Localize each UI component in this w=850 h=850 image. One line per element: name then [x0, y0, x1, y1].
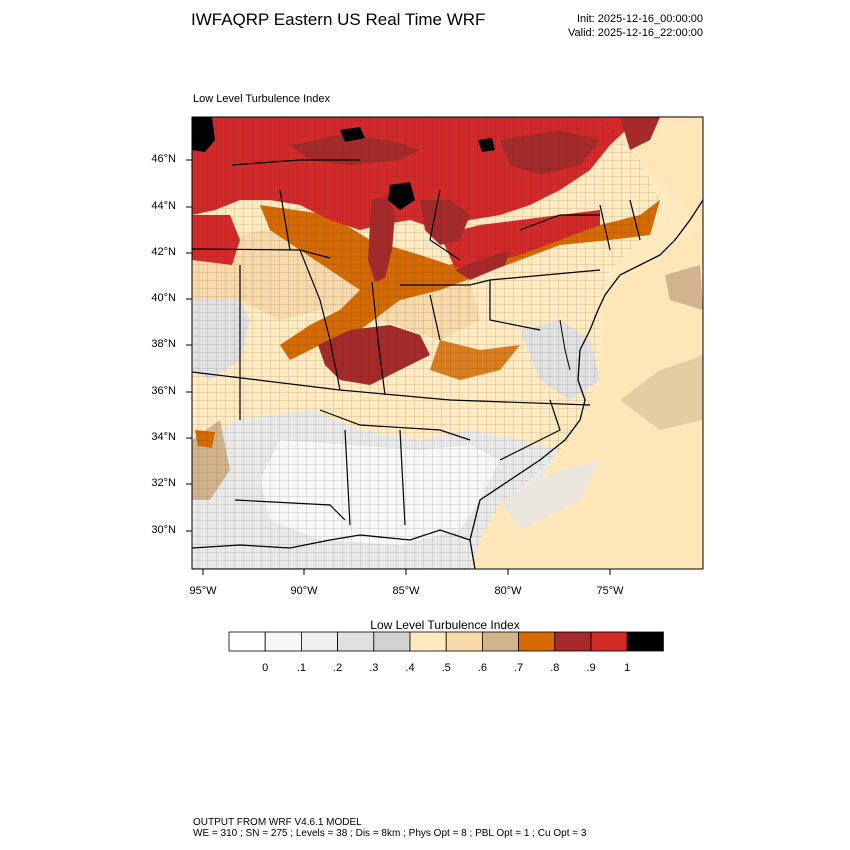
lon-label-75w: 75°W [596, 585, 624, 597]
colorbar-box [481, 631, 519, 652]
colorbar-tick-label: .6 [477, 662, 487, 674]
colorbar [228, 631, 664, 652]
ocean-streak [620, 355, 703, 430]
map-frame [191, 116, 704, 570]
init-time: Init: 2025-12-16_00:00:00 [577, 13, 703, 25]
footer-config: WE = 310 ; SN = 275 ; Levels = 38 ; Dis … [193, 828, 587, 839]
lat-label-36n: 36°N [151, 385, 176, 397]
ocean-area [470, 117, 703, 569]
map-field [192, 117, 703, 569]
coastline [192, 199, 703, 569]
lat-label-32n: 32°N [151, 477, 176, 489]
colorbar-box [626, 631, 664, 652]
lat-label-40n: 40°N [151, 292, 176, 304]
county-lines [192, 117, 660, 569]
lat-ticks [186, 159, 192, 532]
valid-time: Valid: 2025-12-16_22:00:00 [568, 27, 703, 39]
lat-label-38n: 38°N [151, 338, 176, 350]
state-boundaries [192, 159, 641, 526]
ocean-patch-ne [665, 265, 703, 310]
colorbar-box [445, 631, 483, 652]
colorbar-tick-label: .7 [514, 662, 524, 674]
colorbar-tick-label: .3 [369, 662, 379, 674]
chesapeake-bay [559, 319, 571, 371]
colorbar-tick-label: .8 [550, 662, 560, 674]
lon-label-90w: 90°W [290, 585, 318, 597]
colorbar-box [300, 631, 338, 652]
colorbar-tick-label: .9 [586, 662, 596, 674]
lat-label-42n: 42°N [151, 246, 176, 258]
footer-model: OUTPUT FROM WRF V4.6.1 MODEL [193, 817, 362, 828]
lat-label-34n: 34°N [151, 431, 176, 443]
colorbar-box [228, 631, 266, 652]
colorbar-tick-label: 1 [624, 662, 631, 674]
colorbar-tick-label: .2 [333, 662, 343, 674]
lat-label-44n: 44°N [151, 200, 176, 212]
colorbar-box [409, 631, 447, 652]
colorbar-box [554, 631, 592, 652]
colorbar-box [337, 631, 375, 652]
colorbar-title: Low Level Turbulence Index [370, 618, 520, 632]
maine-dark [620, 117, 660, 150]
ocean-gray-streak [500, 460, 600, 530]
colorbar-box [373, 631, 411, 652]
lon-label-80w: 80°W [494, 585, 522, 597]
lon-ticks [202, 569, 611, 575]
colorbar-box [590, 631, 628, 652]
colorbar-tick-label: .4 [405, 662, 415, 674]
colorbar-box [264, 631, 302, 652]
colorbar-tick-label: .5 [441, 662, 451, 674]
lon-label-95w: 95°W [189, 585, 217, 597]
plot-title: IWFAQRP Eastern US Real Time WRF [191, 10, 486, 29]
colorbar-tick-label: .1 [296, 662, 306, 674]
colorbar-tick-label: 0 [262, 662, 269, 674]
colorbar-box [518, 631, 556, 652]
lon-label-85w: 85°W [392, 585, 420, 597]
lat-label-46n: 46°N [151, 153, 176, 165]
lat-label-30n: 30°N [151, 524, 176, 536]
map-subtitle: Low Level Turbulence Index [193, 93, 330, 105]
